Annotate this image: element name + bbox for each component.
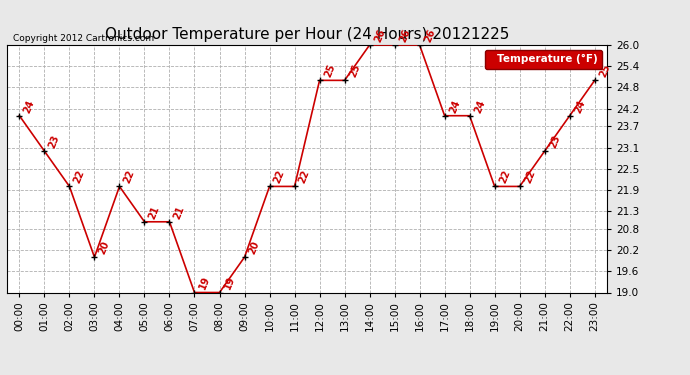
Text: 24: 24	[573, 98, 586, 114]
Text: 22: 22	[122, 169, 137, 185]
Text: 23: 23	[547, 134, 562, 150]
Text: 19: 19	[197, 275, 212, 291]
Text: 19: 19	[222, 275, 237, 291]
Text: 24: 24	[22, 98, 37, 114]
Text: 26: 26	[422, 27, 437, 44]
Text: 20: 20	[247, 240, 262, 256]
Text: 22: 22	[522, 169, 537, 185]
Text: 22: 22	[297, 169, 312, 185]
Text: 25: 25	[322, 63, 337, 79]
Text: Copyright 2012 Cartronics.com: Copyright 2012 Cartronics.com	[13, 33, 154, 42]
Text: 23: 23	[47, 134, 61, 150]
Text: 26: 26	[397, 27, 412, 44]
Text: 22: 22	[497, 169, 512, 185]
Text: 20: 20	[97, 240, 112, 256]
Legend: Temperature (°F): Temperature (°F)	[484, 50, 602, 69]
Title: Outdoor Temperature per Hour (24 Hours) 20121225: Outdoor Temperature per Hour (24 Hours) …	[105, 27, 509, 42]
Text: 21: 21	[172, 204, 186, 220]
Text: 25: 25	[347, 63, 362, 79]
Text: 24: 24	[473, 98, 486, 114]
Text: 21: 21	[147, 204, 161, 220]
Text: 25: 25	[598, 63, 612, 79]
Text: 24: 24	[447, 98, 462, 114]
Text: 22: 22	[72, 169, 86, 185]
Text: 26: 26	[373, 27, 386, 44]
Text: 22: 22	[273, 169, 286, 185]
